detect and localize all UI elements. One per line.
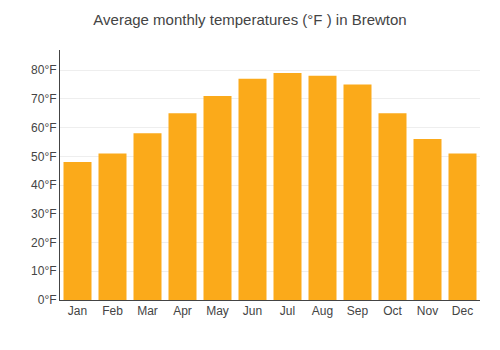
svg-text:20°F: 20°F <box>31 236 56 250</box>
svg-text:Jun: Jun <box>243 304 262 318</box>
svg-text:0°F: 0°F <box>38 293 57 307</box>
svg-text:40°F: 40°F <box>31 178 56 192</box>
svg-text:Sep: Sep <box>347 304 369 318</box>
svg-text:Jan: Jan <box>68 304 87 318</box>
svg-text:60°F: 60°F <box>31 121 56 135</box>
svg-text:May: May <box>206 304 229 318</box>
svg-text:Dec: Dec <box>452 304 473 318</box>
svg-text:Jul: Jul <box>280 304 295 318</box>
svg-text:10°F: 10°F <box>31 264 56 278</box>
svg-text:Mar: Mar <box>137 304 158 318</box>
svg-text:Feb: Feb <box>102 304 123 318</box>
svg-text:80°F: 80°F <box>31 63 56 77</box>
svg-text:70°F: 70°F <box>31 92 56 106</box>
svg-text:Average monthly temperatures (: Average monthly temperatures (°F ) in Br… <box>93 11 406 28</box>
svg-text:Apr: Apr <box>173 304 192 318</box>
svg-text:50°F: 50°F <box>31 150 56 164</box>
svg-text:Nov: Nov <box>417 304 438 318</box>
svg-text:Oct: Oct <box>383 304 402 318</box>
svg-text:30°F: 30°F <box>31 207 56 221</box>
svg-text:Aug: Aug <box>312 304 333 318</box>
